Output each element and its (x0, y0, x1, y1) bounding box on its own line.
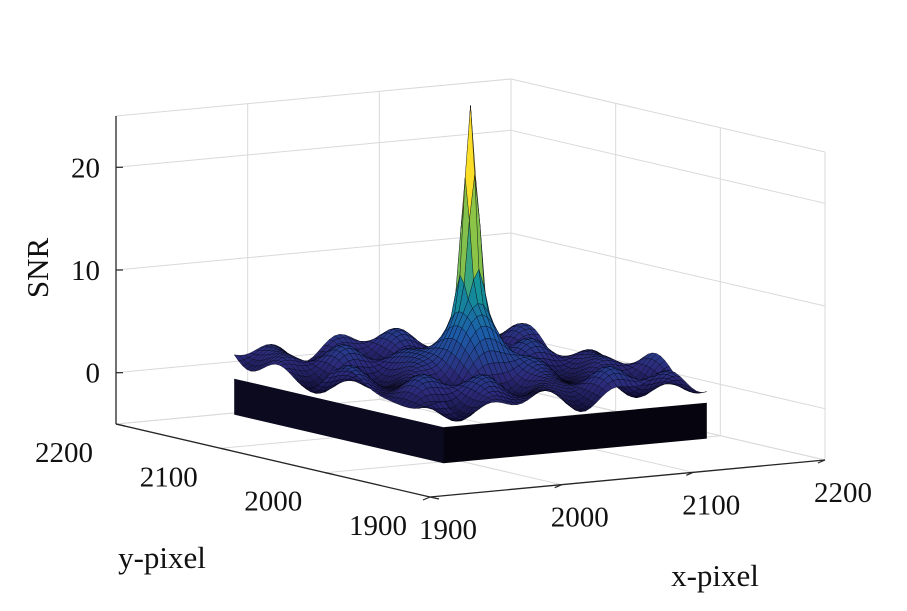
y-tick (325, 473, 334, 475)
z-tick-label: 20 (71, 152, 100, 184)
grid-line (116, 233, 511, 270)
x-tick-label: 1900 (419, 514, 477, 546)
z-tick-label: 10 (71, 255, 100, 287)
x-tick (423, 497, 430, 500)
y-axis-label: y-pixel (118, 540, 206, 575)
x-axis-line (430, 460, 825, 497)
x-tick-label: 2200 (814, 477, 872, 509)
x-tick-label: 2000 (551, 502, 609, 534)
y-tick-label: 1900 (349, 510, 407, 542)
y-tick-label: 2100 (140, 461, 198, 493)
y-tick (430, 497, 439, 499)
y-tick-label: 2200 (35, 437, 93, 469)
z-tick-label: 0 (86, 358, 101, 390)
z-axis-label: SNR (20, 238, 55, 299)
x-tick-label: 2100 (682, 489, 740, 521)
y-tick-label: 2000 (244, 486, 302, 518)
grid-line (116, 130, 511, 167)
grid-line (511, 233, 825, 306)
surface-skirt (444, 403, 707, 464)
grid-line (116, 79, 511, 116)
x-axis-label: x-pixel (671, 558, 759, 593)
